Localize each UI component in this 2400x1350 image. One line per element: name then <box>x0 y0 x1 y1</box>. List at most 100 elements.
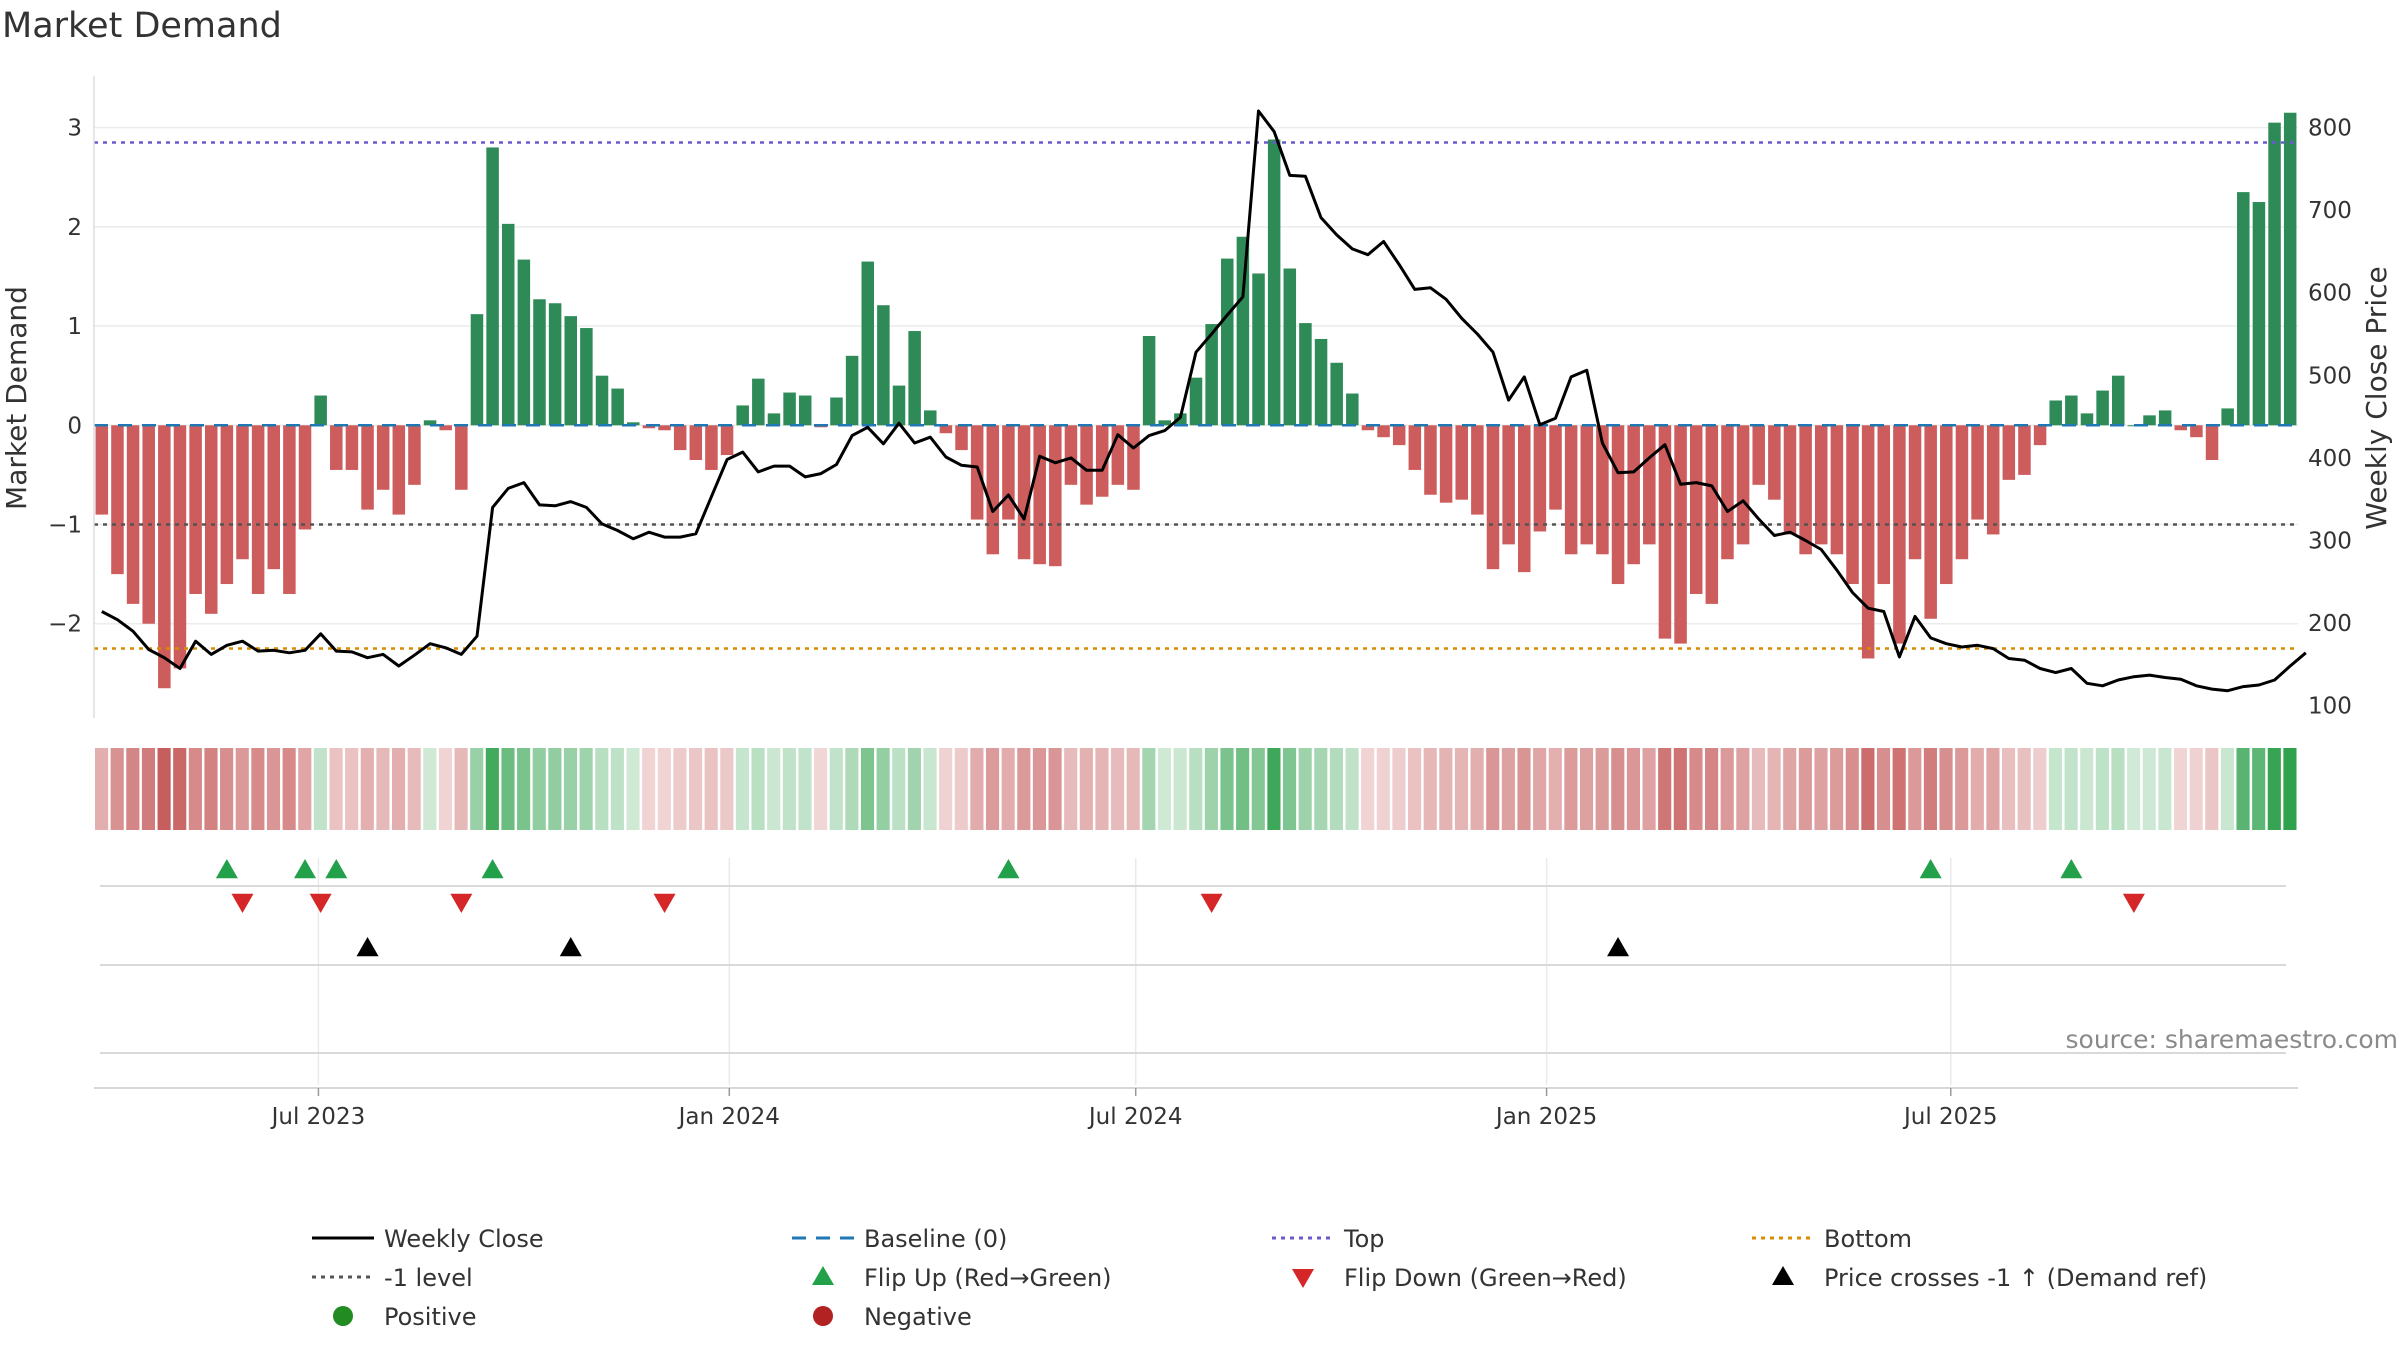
heat-cell <box>2064 748 2078 830</box>
demand-bar <box>2283 112 2297 426</box>
right-tick-label: 100 <box>2308 694 2352 720</box>
left-tick-label: 2 <box>67 215 82 241</box>
heat-cell <box>1017 748 1031 830</box>
heat-cell <box>1876 748 1891 830</box>
heat-cell <box>1533 748 1547 830</box>
demand-bar <box>2111 375 2125 426</box>
demand-bar <box>439 425 452 431</box>
heat-cell <box>1282 748 1297 830</box>
demand-bar <box>564 316 578 426</box>
legend-swatch <box>813 1306 833 1326</box>
heat-cell <box>1783 748 1797 830</box>
demand-bar <box>314 395 327 426</box>
heat-cell <box>204 748 218 830</box>
reference-lines-layer <box>94 141 2298 650</box>
heat-cell <box>1751 748 1766 830</box>
heat-cell <box>595 748 609 830</box>
legend-item-positive: Positive <box>333 1303 477 1331</box>
demand-bar <box>283 425 296 594</box>
flip-up-marker <box>325 859 348 879</box>
demand-bar <box>548 303 562 426</box>
demand-bar <box>189 425 202 594</box>
demand-bar <box>361 425 374 510</box>
heat-cell <box>673 748 687 830</box>
demand-bar <box>486 147 499 426</box>
legend-item-flip-up: Flip Up (Red→Green) <box>812 1264 1112 1292</box>
legend-item-close: Weekly Close <box>312 1225 544 1253</box>
heat-cell <box>1486 748 1500 830</box>
heat-cell <box>188 748 202 830</box>
heat-cell <box>1329 748 1343 830</box>
heat-cell <box>1689 748 1703 830</box>
demand-bar <box>955 425 968 451</box>
demand-bar <box>1705 425 1719 604</box>
heat-cell <box>892 748 906 830</box>
demand-bar <box>1783 425 1797 535</box>
right-tick-label: 600 <box>2308 281 2352 307</box>
demand-heat-strip <box>95 748 2297 830</box>
demand-bar <box>1846 425 1859 585</box>
heat-cell <box>798 748 812 830</box>
heat-cell <box>501 748 515 830</box>
heat-cell <box>688 748 703 830</box>
demand-bar <box>1658 425 1672 639</box>
demand-bar <box>892 385 906 426</box>
demand-bars-layer <box>95 112 2297 689</box>
heat-cell <box>2142 748 2156 830</box>
demand-bar <box>1439 425 1453 503</box>
legend-label: Positive <box>384 1303 477 1331</box>
demand-bar <box>830 397 843 426</box>
heat-cell <box>423 748 437 830</box>
heat-cell <box>1314 748 1328 830</box>
demand-bar <box>236 425 249 560</box>
heat-cell <box>1470 748 1484 830</box>
heat-cell <box>1251 748 1265 830</box>
heat-cell <box>1220 748 1234 830</box>
flip-up-marker <box>2060 859 2083 879</box>
demand-bar <box>2096 390 2109 426</box>
demand-bar <box>1142 335 1156 426</box>
heat-cell <box>704 748 718 830</box>
heat-cell <box>1204 748 1218 830</box>
heat-cell <box>782 748 796 830</box>
heat-cell <box>345 748 359 830</box>
heat-cell <box>1611 748 1625 830</box>
demand-bar <box>1799 425 1812 555</box>
demand-bar <box>1392 425 1406 446</box>
legend-label: Top <box>1343 1225 1385 1253</box>
heat-cell <box>141 748 156 830</box>
demand-bar <box>470 314 484 426</box>
demand-bar <box>1221 258 1234 426</box>
heat-cell <box>1126 748 1140 830</box>
demand-bar <box>1674 425 1687 644</box>
legend-swatch <box>333 1306 353 1326</box>
legend-label: Price crosses -1 ↑ (Demand ref) <box>1824 1264 2207 1292</box>
heat-cell <box>563 748 578 830</box>
demand-bar <box>126 425 140 604</box>
heat-cell <box>814 748 828 830</box>
heat-cell <box>970 748 984 830</box>
heat-cell <box>1157 748 1172 830</box>
heat-cell <box>532 748 546 830</box>
demand-bar <box>2002 425 2016 480</box>
heat-cell <box>2017 748 2031 830</box>
heat-cell <box>1408 748 1422 830</box>
x-tick-label: Jul 2024 <box>1087 1104 1183 1130</box>
flip-up-marker <box>997 859 1020 879</box>
heat-cell <box>1095 748 1109 830</box>
right-tick-label: 700 <box>2308 198 2352 224</box>
heat-cell <box>110 748 124 830</box>
page-title: Market Demand <box>2 6 282 46</box>
legend-swatch <box>812 1266 834 1285</box>
demand-bar <box>1861 425 1875 659</box>
demand-bar <box>908 331 921 426</box>
heat-cell <box>1579 748 1594 830</box>
demand-bar <box>111 425 124 575</box>
demand-bar <box>423 420 437 426</box>
heat-cell <box>1048 748 1062 830</box>
heat-cell <box>939 748 953 830</box>
heat-cell <box>1595 748 1609 830</box>
demand-bar <box>1580 425 1594 545</box>
demand-bar <box>2080 413 2094 426</box>
demand-bar <box>783 392 796 426</box>
